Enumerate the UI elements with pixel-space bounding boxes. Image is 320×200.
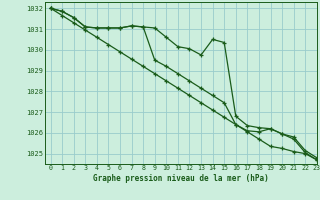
- X-axis label: Graphe pression niveau de la mer (hPa): Graphe pression niveau de la mer (hPa): [93, 174, 269, 183]
